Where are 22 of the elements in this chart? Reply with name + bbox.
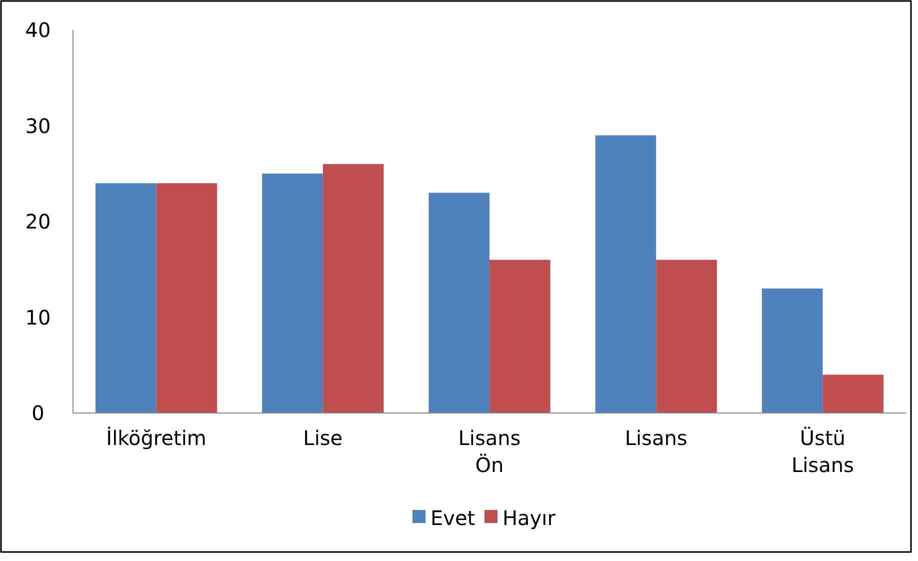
legend-label: Hayır — [502, 506, 556, 530]
y-tick-label: 20 — [25, 210, 51, 234]
bar — [428, 192, 490, 413]
y-tick-label: 30 — [25, 114, 51, 138]
bar — [490, 260, 550, 413]
bar — [156, 183, 218, 413]
x-tick-label: Lise — [303, 426, 343, 450]
bar — [595, 135, 656, 413]
x-tick-label: Lisans Ön — [458, 426, 521, 477]
y-tick-label: 10 — [25, 305, 51, 330]
y-tick-label: 40 — [25, 18, 51, 42]
bar — [762, 288, 823, 413]
bar — [822, 374, 884, 413]
x-tick-label: Lisans — [624, 426, 688, 450]
x-tick-label: İlköğretim — [106, 426, 206, 450]
bar — [656, 260, 717, 413]
bar — [322, 164, 384, 413]
bar — [95, 183, 156, 413]
bar — [262, 174, 323, 413]
y-tick-label: 0 — [32, 401, 44, 425]
x-tick-label: Üstü Lisans — [791, 426, 854, 477]
legend-label: Evet — [430, 506, 476, 530]
